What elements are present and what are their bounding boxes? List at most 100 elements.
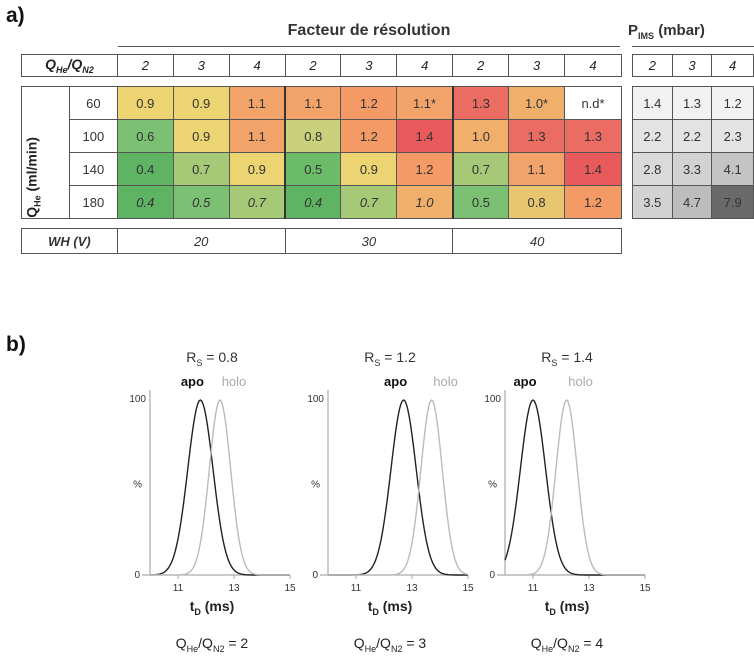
apo-label: apo xyxy=(384,374,407,389)
panel-a-label: a) xyxy=(6,4,25,27)
pims-ratio: 4 xyxy=(711,54,754,77)
pims-table: 2 3 4 1.4 1.3 1.2 2.2 2.2 2.3 2.8 3.3 4.1 3.5 4.7 7… xyxy=(632,54,754,219)
pims-value-cell: 7.9 xyxy=(711,185,754,219)
wh-row: WH (V) 20 30 40 xyxy=(21,228,622,254)
pims-row: 3.5 4.7 7.9 xyxy=(632,185,754,219)
resolution-value-cell: 0.7 xyxy=(340,185,398,219)
pims-row: 2.2 2.2 2.3 xyxy=(632,119,754,153)
x-tick-label: 15 xyxy=(639,583,651,594)
resolution-table: QHe/QN2 2 3 4 2 3 4 2 3 4 60 0.9 0.9 1.1 1.1… xyxy=(21,54,622,254)
holo-label: holo xyxy=(568,374,593,389)
table-spacer xyxy=(21,218,622,229)
pims-row: 2.8 3.3 4.1 xyxy=(632,152,754,186)
ratio-footer: QHe/QN2 = 4 xyxy=(531,635,604,654)
peak-holo xyxy=(505,398,645,576)
x-tick-label: 11 xyxy=(351,583,362,594)
resolution-value-cell: 0.9 xyxy=(172,86,230,120)
x-tick-label: 15 xyxy=(462,583,474,594)
pims-row: 1.4 1.3 1.2 xyxy=(632,86,754,120)
resolution-row: 140 0.4 0.7 0.9 0.5 0.9 1.2 0.7 1.1 1.4 xyxy=(22,152,622,186)
qhe-label-cell xyxy=(21,86,70,219)
peak-holo xyxy=(328,398,469,576)
resolution-value-cell: 0.6 xyxy=(116,119,174,153)
ratio-footer: QHe/QN2 = 2 xyxy=(176,635,249,654)
chromatogram-plots: RS = 0.8 100% 0 11 13 15 tD (ms) apo holo QHe/QN2… xyxy=(129,349,651,654)
ratio-value: 4 xyxy=(564,54,622,77)
rs-title: RS = 1.4 xyxy=(541,349,593,368)
resolution-value-cell: 1.2 xyxy=(396,152,454,186)
x-tick-label: 13 xyxy=(583,583,595,594)
pims-title-main: P xyxy=(628,22,639,39)
pims-value-cell: 4.7 xyxy=(671,185,713,219)
panel-b-label: b) xyxy=(6,333,26,356)
resolution-value-cell: n.d* xyxy=(564,86,622,120)
ratio-head-sub1: He xyxy=(55,64,68,75)
x-axis-label: tD (ms) xyxy=(190,598,235,617)
pims-ratio: 3 xyxy=(671,54,713,77)
pims-value-cell: 1.4 xyxy=(632,86,673,120)
resolution-body: 60 0.9 0.9 1.1 1.1 1.2 1.1* 1.3 1.0* n.d* 100 0.6 0.… xyxy=(21,86,622,219)
y-tick-0: 0 xyxy=(489,570,495,581)
peak-apo xyxy=(504,399,645,576)
ratio-head-mid: /Q xyxy=(67,56,83,73)
ratio-header-row: QHe/QN2 2 3 4 2 3 4 2 3 4 xyxy=(21,54,622,77)
ratio-value: 2 xyxy=(116,54,174,77)
y-tick-100: 100 xyxy=(129,394,146,405)
ratio-value: 4 xyxy=(228,54,286,77)
ratio-value: 2 xyxy=(284,54,342,77)
resolution-value-cell: 1.1 xyxy=(228,86,287,120)
resolution-value-cell: 1.0* xyxy=(508,86,566,120)
qhe-axis-label: QHe (ml/min) xyxy=(24,132,43,222)
qhe-label-sub: He xyxy=(32,195,43,207)
resolution-value-cell: 0.7 xyxy=(172,152,230,186)
resolution-value-cell: 1.2 xyxy=(340,86,398,120)
resolution-value-cell: 1.3 xyxy=(508,119,566,153)
resolution-value-cell: 0.9 xyxy=(116,86,174,120)
resolution-value-cell: 1.1* xyxy=(396,86,454,120)
x-tick-label: 11 xyxy=(528,583,539,594)
y-tick-0: 0 xyxy=(134,570,140,581)
pims-value-cell: 2.8 xyxy=(632,152,673,186)
pims-body: 1.4 1.3 1.2 2.2 2.2 2.3 2.8 3.3 4.1 3.5 4.7 7.9 xyxy=(632,86,754,219)
ratio-head-q: Q xyxy=(45,56,56,73)
ratio-value: 3 xyxy=(340,54,398,77)
y-tick-100: 100 xyxy=(307,394,324,405)
resolution-value-cell: 0.4 xyxy=(116,185,174,219)
apo-label: apo xyxy=(513,374,536,389)
peak-apo xyxy=(328,399,468,576)
resolution-value-cell: 1.2 xyxy=(564,185,622,219)
peak-holo xyxy=(150,398,290,576)
y-percent-label: % xyxy=(133,480,142,491)
y-tick-100: 100 xyxy=(484,394,501,405)
flow-rate-cell: 60 xyxy=(68,86,118,120)
resolution-value-cell: 1.1 xyxy=(228,119,287,153)
pims-title: PIMS (mbar) xyxy=(628,22,754,41)
resolution-header-line xyxy=(118,46,620,47)
ratio-value: 4 xyxy=(396,54,454,77)
wh-label: WH (V) xyxy=(21,228,118,254)
pims-value-cell: 2.3 xyxy=(711,119,754,153)
resolution-value-cell: 1.4 xyxy=(396,119,454,153)
pims-header-line xyxy=(632,46,754,47)
resolution-value-cell: 0.7 xyxy=(228,185,287,219)
resolution-value-cell: 1.0 xyxy=(396,185,454,219)
pims-ratio-row: 2 3 4 xyxy=(632,54,754,77)
table-spacer xyxy=(21,76,622,87)
pims-title-unit: (mbar) xyxy=(654,22,705,39)
resolution-value-cell: 0.5 xyxy=(284,152,342,186)
qhe-label-unit: (ml/min) xyxy=(23,137,40,196)
resolution-value-cell: 1.2 xyxy=(340,119,398,153)
ratio-value: 3 xyxy=(508,54,566,77)
y-percent-label: % xyxy=(311,480,320,491)
flow-rate-cell: 180 xyxy=(68,185,118,219)
resolution-value-cell: 1.3 xyxy=(452,86,510,120)
resolution-value-cell: 0.5 xyxy=(172,185,230,219)
ratio-head-sub2: N2 xyxy=(82,64,94,75)
ratio-footer: QHe/QN2 = 3 xyxy=(354,635,427,654)
ratio-value: 3 xyxy=(172,54,230,77)
resolution-value-cell: 0.8 xyxy=(508,185,566,219)
resolution-value-cell: 0.9 xyxy=(228,152,287,186)
resolution-row: 180 0.4 0.5 0.7 0.4 0.7 1.0 0.5 0.8 1.2 xyxy=(22,185,622,219)
resolution-row: 60 0.9 0.9 1.1 1.1 1.2 1.1* 1.3 1.0* n.d* xyxy=(21,86,622,219)
qhe-label-q: Q xyxy=(23,206,40,218)
